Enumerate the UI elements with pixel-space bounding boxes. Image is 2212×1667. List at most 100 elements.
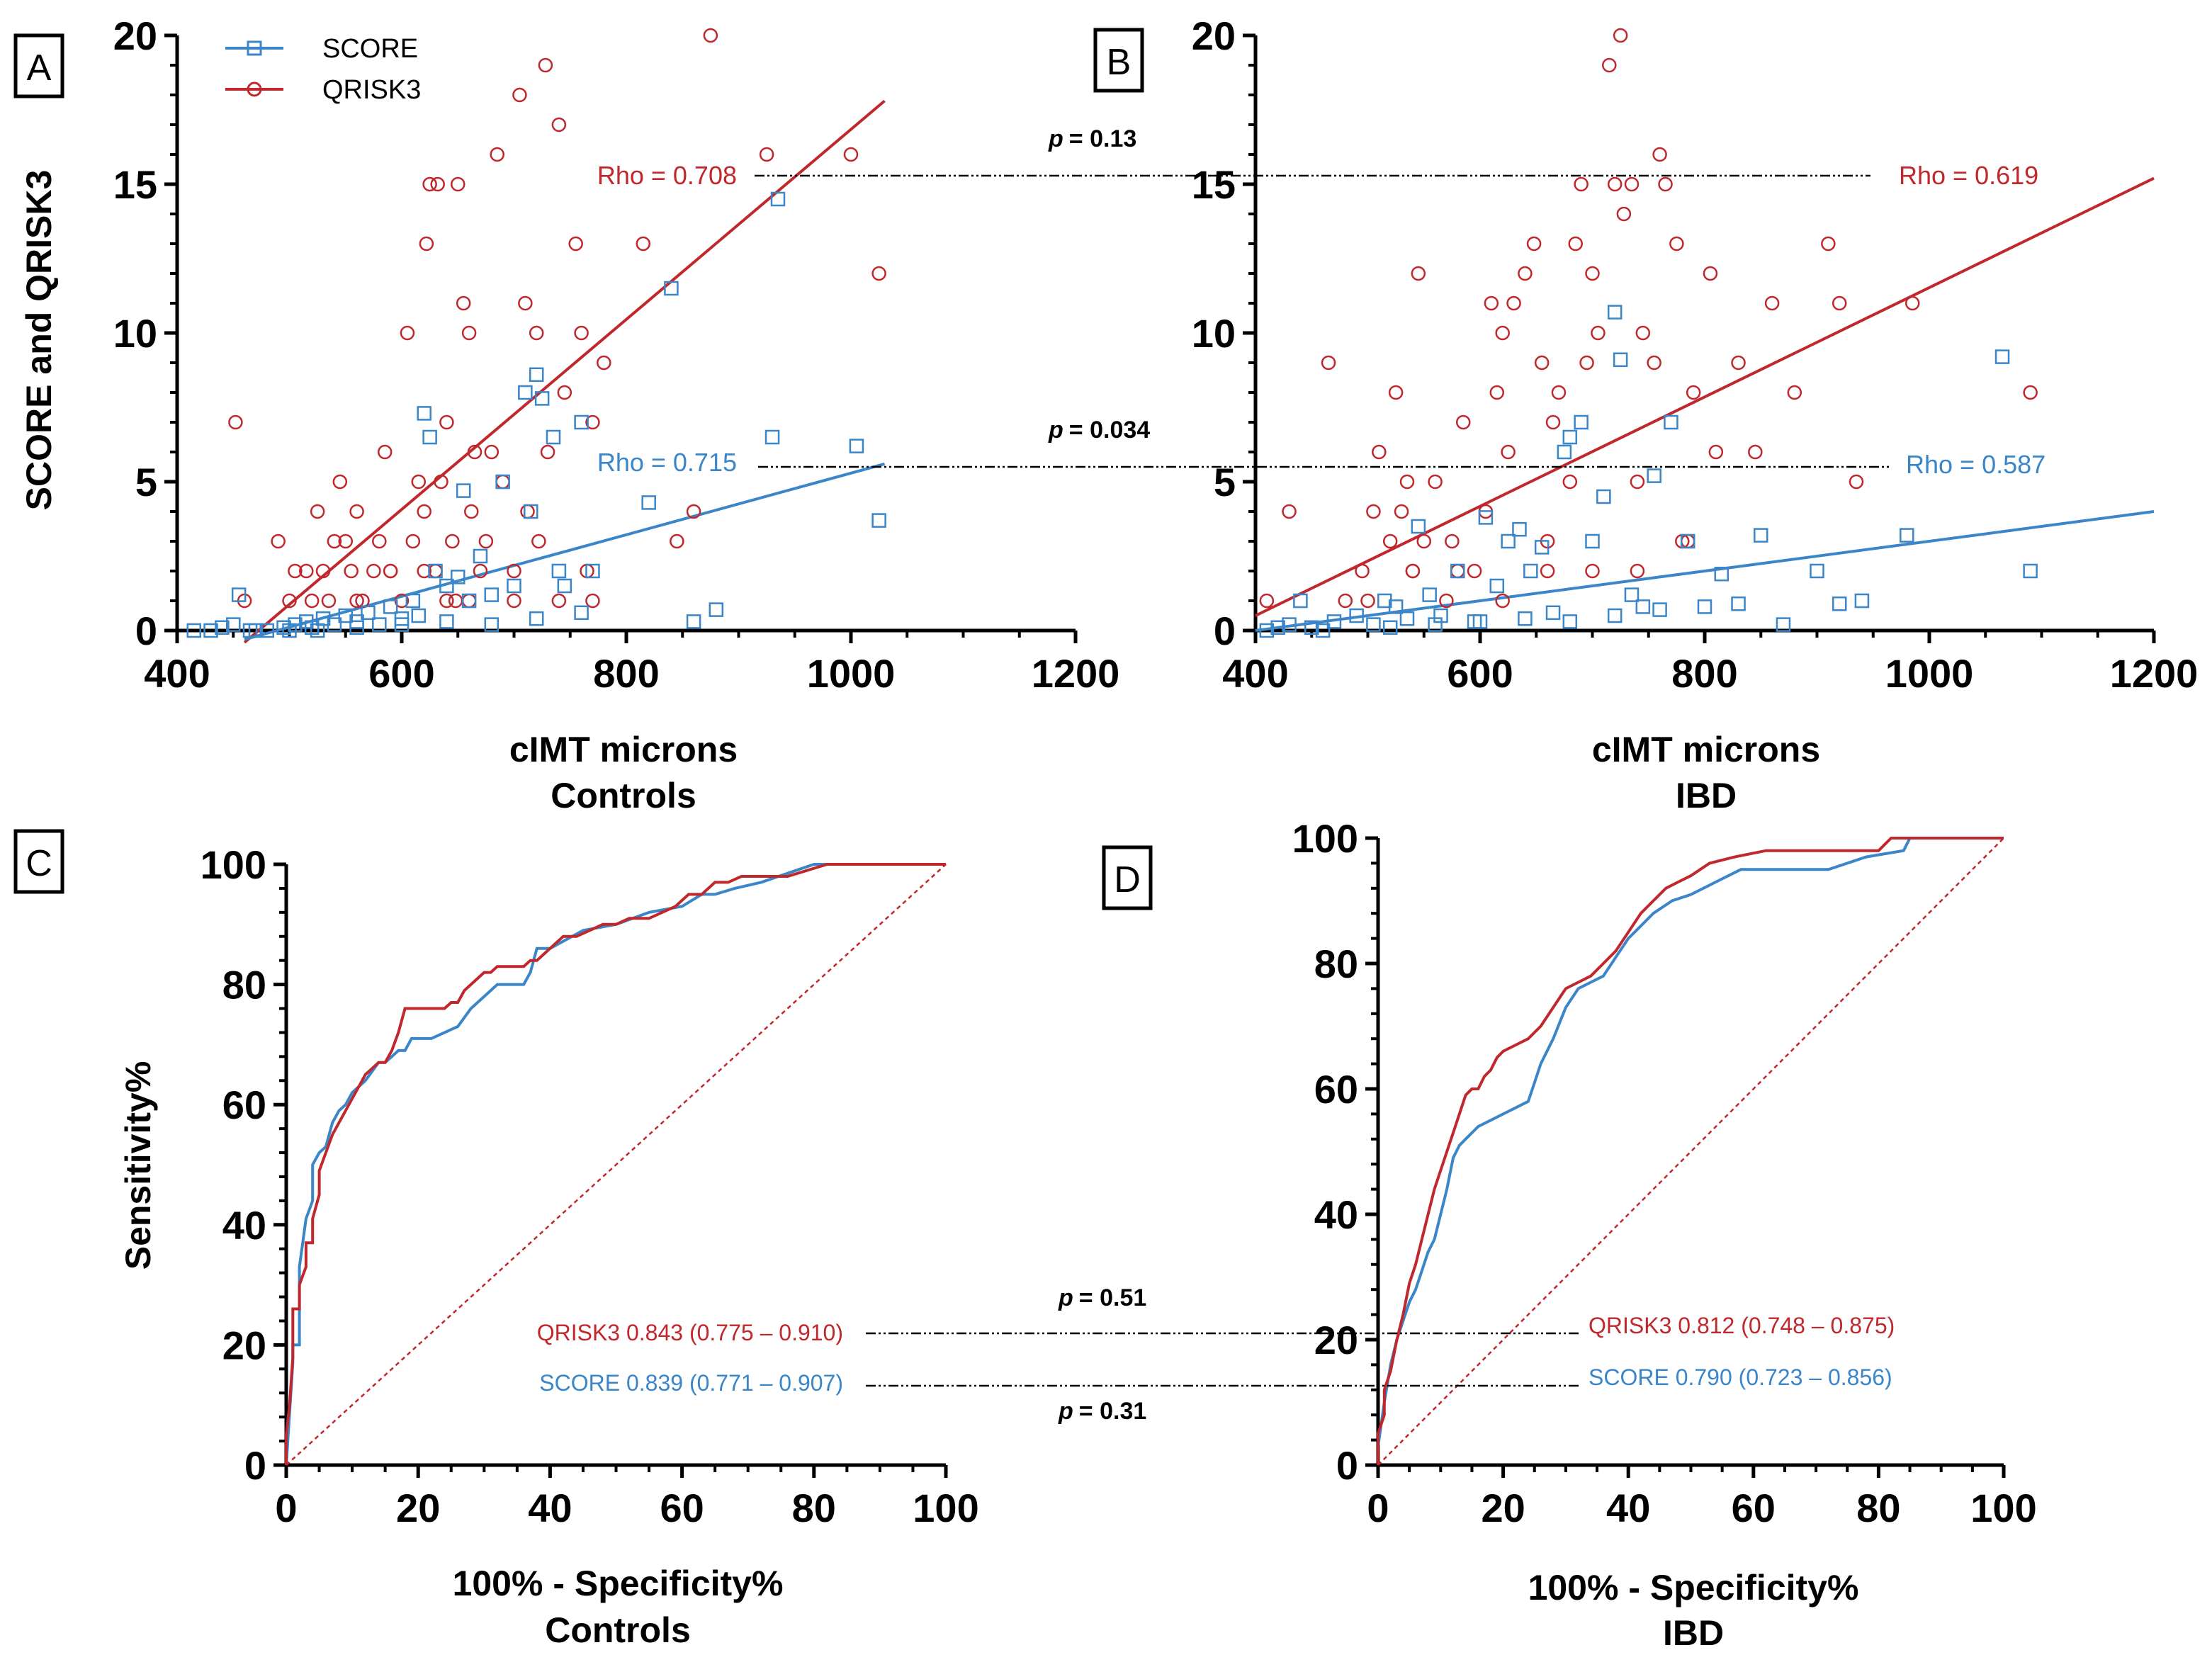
qrisk3-point	[321, 593, 337, 609]
panel-c-auc-qrisk: QRISK3 0.843 (0.775 – 0.910)	[537, 1320, 843, 1345]
qrisk3-point	[1416, 533, 1431, 549]
score-point	[1624, 587, 1640, 602]
panel-label-c: C	[13, 829, 64, 894]
score-point	[574, 414, 589, 430]
qrisk3-point	[1821, 236, 1836, 252]
p-symbol: p	[1048, 125, 1063, 152]
qrisk3-point	[1647, 355, 1661, 371]
qrisk3-point	[1630, 474, 1645, 490]
qrisk3-point	[1428, 474, 1443, 490]
score-point	[1731, 596, 1746, 611]
score-point	[1607, 608, 1623, 623]
y-tick-label: 100	[1292, 816, 1358, 861]
qrisk3-point	[405, 533, 421, 549]
qrisk3-point	[1551, 385, 1567, 400]
score-point	[1422, 587, 1437, 602]
score-point	[1366, 617, 1381, 632]
qrisk3-point	[1526, 236, 1542, 252]
qrisk3-point	[1905, 295, 1920, 311]
qrisk3-point	[490, 147, 504, 162]
qrisk3-point	[1282, 504, 1297, 519]
qrisk3-point	[1574, 176, 1589, 192]
score-point	[215, 620, 230, 635]
y-tick-label: 0	[1336, 1443, 1358, 1488]
qrisk3-point	[1455, 414, 1471, 430]
qrisk3-roc-curve	[285, 863, 946, 1465]
score-point	[495, 474, 510, 490]
qrisk3-point	[1652, 147, 1667, 162]
qrisk3-point	[1630, 563, 1645, 579]
score-point	[1754, 528, 1768, 543]
qrisk3-point	[597, 355, 611, 371]
qrisk3-fit-line	[243, 99, 886, 644]
score-point	[1832, 596, 1847, 611]
qrisk3-point	[1259, 593, 1275, 609]
qrisk3-point	[464, 504, 479, 519]
score-point	[394, 617, 410, 632]
qrisk3-point	[366, 563, 381, 579]
qrisk3-point	[1495, 593, 1510, 609]
score-point	[411, 608, 427, 623]
score-point	[451, 570, 465, 584]
score-point	[546, 429, 561, 445]
score-point	[439, 578, 454, 594]
score-point	[1557, 444, 1572, 460]
p-value-mid: p = 0.034	[1048, 417, 1150, 443]
panel-c-roc: 0 20 40 60 80 100 0 20 40 60 80 100 QRISK3 0.843 (0…	[118, 842, 979, 1650]
y-tick-label: 20	[1192, 13, 1236, 58]
qrisk3-point	[461, 325, 477, 341]
qrisk3-fit-line	[1255, 176, 2155, 617]
y-tick-label: 80	[222, 963, 266, 1007]
score-point	[1534, 540, 1550, 555]
score-point	[1652, 602, 1667, 617]
legend-score-label: SCORE	[322, 34, 418, 64]
qrisk3-point	[557, 385, 572, 400]
qrisk3-point	[1366, 504, 1381, 519]
score-point	[1664, 414, 1678, 430]
x-tick-label: 1000	[807, 651, 896, 696]
score-point	[1304, 620, 1319, 635]
y-tick-label: 60	[1314, 1067, 1358, 1112]
score-point	[1512, 521, 1527, 537]
qrisk3-point	[315, 563, 331, 579]
qrisk3-point	[434, 474, 448, 490]
x-tick-label: 0	[275, 1486, 297, 1530]
qrisk3-point	[507, 563, 521, 579]
qrisk3-point	[1405, 563, 1421, 579]
qrisk3-point	[327, 533, 342, 549]
x-tick-label: 100	[913, 1486, 978, 1530]
qrisk3-point	[636, 236, 651, 252]
qrisk3-point	[1439, 593, 1454, 609]
panel-b-points	[1259, 28, 2038, 638]
score-point	[529, 367, 544, 383]
qrisk3-point	[518, 295, 533, 311]
panel-a-axes: 400 600 800 1000 1200 0 5 10 15 20	[113, 13, 1120, 696]
score-point	[686, 614, 701, 629]
qrisk3-point	[478, 533, 494, 549]
qrisk3-point	[1394, 504, 1409, 519]
qrisk3-point	[1450, 563, 1465, 579]
qrisk3-point	[1388, 385, 1404, 400]
score-point	[231, 587, 247, 602]
p-value-top-text: = 0.13	[1069, 125, 1136, 152]
qrisk3-point	[349, 593, 364, 609]
score-point	[226, 617, 241, 632]
y-tick-label: 100	[201, 842, 266, 887]
qrisk3-point	[310, 504, 325, 519]
score-point	[770, 191, 786, 207]
qrisk3-point	[1484, 295, 1499, 311]
y-tick-label: 10	[113, 311, 157, 356]
qrisk3-point	[1585, 266, 1600, 281]
score-point	[1994, 349, 2010, 364]
score-point	[1776, 617, 1791, 632]
score-point	[248, 623, 264, 638]
score-point	[1607, 305, 1623, 320]
score-point	[764, 429, 780, 445]
score-point	[383, 599, 398, 614]
qrisk3-point	[507, 593, 521, 609]
qrisk3-point	[1708, 444, 1724, 460]
qrisk3-point	[1585, 563, 1600, 579]
svg-text:A: A	[27, 47, 52, 89]
y-tick-label: 20	[222, 1323, 266, 1367]
